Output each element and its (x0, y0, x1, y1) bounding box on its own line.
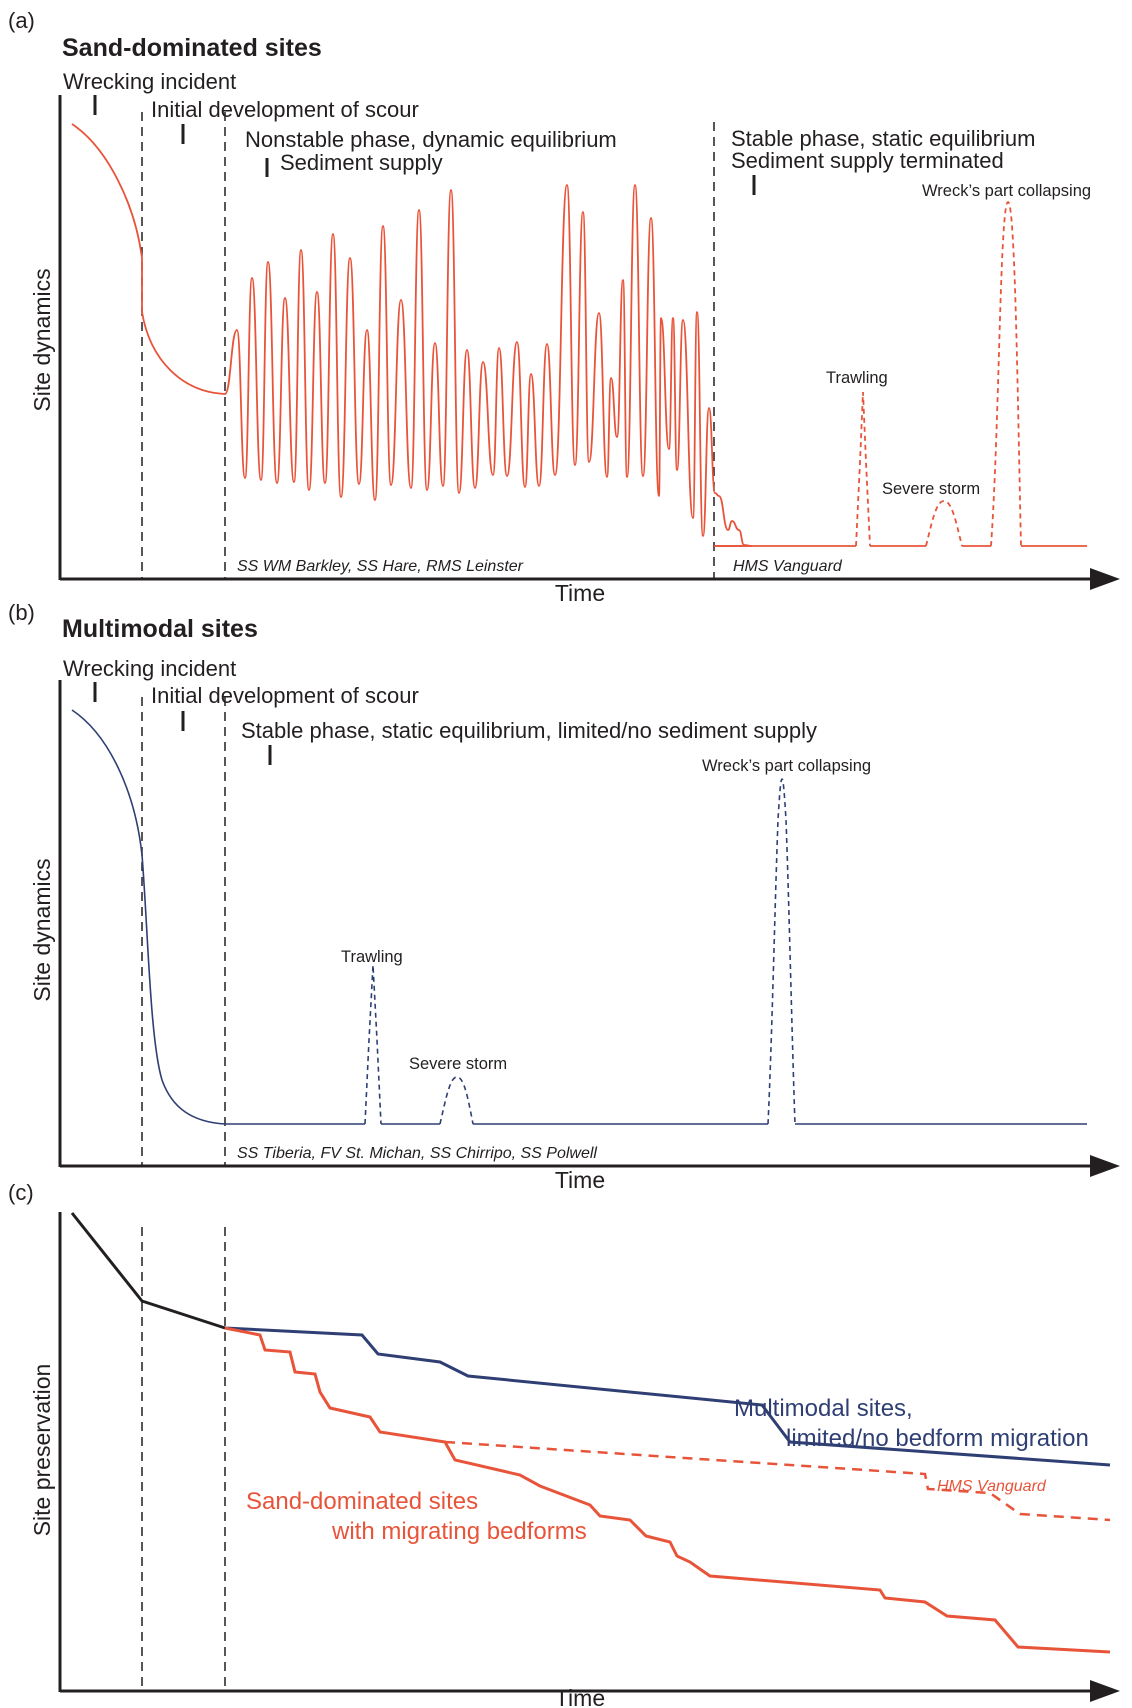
panel-a-trawling-label: Trawling (826, 369, 888, 387)
panel-c-multimodal-label-1: Multimodal sites, (734, 1395, 913, 1422)
panel-c-letter: (c) (8, 1180, 34, 1205)
panel-a-collapse-label: Wreck’s part collapsing (922, 182, 1091, 200)
panel-b-storm-label: Severe storm (409, 1055, 507, 1073)
panel-b-y-label: Site dynamics (29, 858, 55, 1001)
panel-b-scour-label: Initial development of scour (151, 683, 419, 708)
panel-b-x-label: Time (555, 1167, 605, 1193)
panel-b-collapse-event (767, 778, 796, 1125)
panel-a-supply-label: Sediment supply (280, 150, 443, 175)
panel-b-wrecking-label: Wrecking incident (63, 656, 236, 681)
panel-a-x-label: Time (555, 580, 605, 606)
panel-a-wrecking-label: Wrecking incident (63, 69, 236, 94)
panel-a: (a) Sand-dominated sites Site dynamics T… (8, 8, 1120, 606)
panel-a-examples-right: HMS Vanguard (733, 558, 843, 575)
panel-c-sand-label-1: Sand-dominated sites (246, 1488, 478, 1515)
panel-a-y-label: Site dynamics (29, 268, 55, 411)
panel-a-storm-label: Severe storm (882, 480, 980, 498)
panel-a-scour-label: Initial development of scour (151, 97, 419, 122)
panel-b-stable-label: Stable phase, static equilibrium, limite… (241, 718, 817, 743)
panel-a-collapse-event (990, 201, 1022, 547)
panel-a-title: Sand-dominated sites (62, 34, 322, 62)
panel-c-sand-line (224, 1326, 1111, 1654)
panel-c-x-label: Time (555, 1685, 605, 1708)
panel-c-vanguard-label: HMS Vanguard (937, 1478, 1047, 1495)
panel-b: (b) Multimodal sites Site dynamics Time … (8, 600, 1120, 1193)
panel-c: (c) Site preservation Time Multimodal si… (8, 1180, 1120, 1708)
panel-a-examples-left: SS WM Barkley, SS Hare, RMS Leinster (237, 558, 524, 575)
panel-b-x-arrowhead (1090, 1155, 1120, 1177)
panel-c-sand-label-2: with migrating bedforms (331, 1518, 587, 1545)
panel-c-x-arrowhead (1090, 1680, 1120, 1702)
panel-a-oscillation-curve (224, 184, 753, 547)
panel-b-collapse-label: Wreck’s part collapsing (702, 757, 871, 775)
panel-a-terminated-label: Sediment supply terminated (731, 148, 1004, 173)
panel-b-trawling-label: Trawling (341, 948, 403, 966)
panel-a-stable-label: Stable phase, static equilibrium (731, 126, 1036, 151)
panel-b-trawling-event (364, 964, 382, 1125)
panel-c-multimodal-label-2: limited/no bedform migration (786, 1425, 1089, 1452)
panel-a-x-arrowhead (1090, 568, 1120, 590)
panel-c-y-label: Site preservation (29, 1364, 55, 1537)
panel-a-storm-event (925, 500, 963, 547)
panel-c-vanguard-line (444, 1440, 1111, 1522)
panel-a-nonstable-label: Nonstable phase, dynamic equilibrium (245, 127, 617, 152)
panel-b-examples: SS Tiberia, FV St. Michan, SS Chirripo, … (237, 1145, 597, 1162)
panel-a-letter: (a) (8, 8, 35, 33)
panel-b-letter: (b) (8, 600, 35, 625)
panel-a-trawling-event (855, 391, 871, 547)
panel-b-title: Multimodal sites (62, 615, 258, 643)
panel-b-initial-curve (71, 709, 226, 1125)
panel-a-initial-curve (71, 123, 226, 395)
panel-c-multimodal-line (224, 1326, 1111, 1467)
panel-c-common-line (70, 1212, 226, 1330)
panel-b-storm-event (439, 1076, 474, 1125)
